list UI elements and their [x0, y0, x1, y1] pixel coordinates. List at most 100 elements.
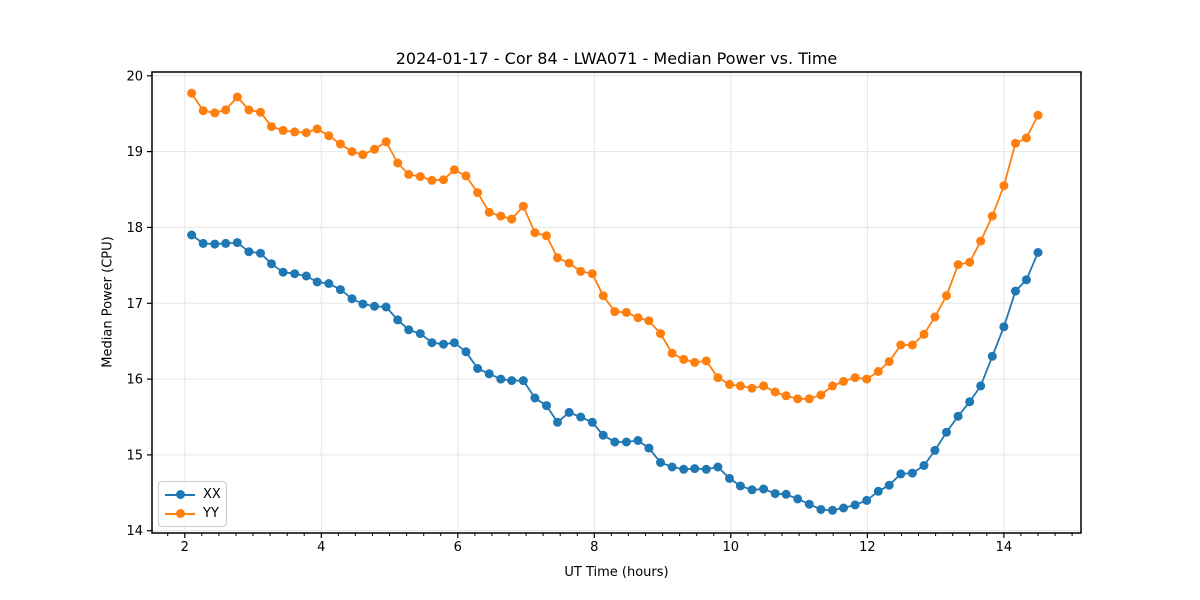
- data-point-yy: [427, 175, 437, 185]
- data-point-yy: [896, 340, 906, 350]
- data-point-xx: [587, 417, 597, 427]
- data-point-yy: [976, 236, 986, 246]
- data-point-yy: [507, 214, 517, 224]
- data-point-xx: [393, 315, 403, 325]
- data-point-yy: [793, 394, 803, 404]
- data-point-yy: [965, 257, 975, 267]
- data-point-xx: [690, 464, 700, 474]
- data-point-xx: [965, 397, 975, 407]
- data-point-xx: [198, 238, 208, 248]
- data-point-xx: [256, 248, 265, 258]
- data-point-xx: [828, 505, 837, 515]
- data-point-xx: [358, 299, 368, 309]
- data-point-yy: [644, 316, 654, 326]
- data-point-xx: [301, 271, 311, 281]
- data-point-yy: [690, 357, 700, 367]
- data-point-yy: [850, 373, 860, 383]
- y-tick-label: 18: [126, 221, 143, 236]
- data-point-xx: [187, 230, 197, 240]
- data-point-yy: [358, 150, 368, 160]
- data-point-xx: [987, 351, 997, 361]
- data-point-xx: [759, 484, 769, 494]
- legend-label-xx: XX: [203, 487, 221, 502]
- data-point-xx: [518, 376, 528, 386]
- data-point-xx: [942, 427, 951, 437]
- data-point-xx: [781, 489, 791, 499]
- data-point-yy: [610, 307, 620, 317]
- data-point-yy: [656, 329, 665, 339]
- data-point-yy: [598, 291, 608, 301]
- data-point-xx: [919, 461, 929, 470]
- legend-label-yy: YY: [203, 506, 219, 521]
- data-point-yy: [473, 188, 483, 198]
- data-point-xx: [1021, 275, 1031, 285]
- data-point-yy: [312, 124, 322, 134]
- data-point-yy: [999, 181, 1009, 191]
- data-point-xx: [610, 437, 620, 447]
- x-tick-label: 2: [181, 540, 189, 555]
- data-point-xx: [449, 338, 459, 348]
- data-point-yy: [415, 172, 425, 182]
- data-point-yy: [461, 171, 471, 181]
- y-tick-label: 17: [126, 297, 143, 312]
- data-point-yy: [781, 391, 791, 401]
- data-point-xx: [473, 364, 483, 373]
- data-point-yy: [735, 381, 745, 391]
- legend-line-marker-icon: [165, 490, 195, 500]
- data-point-yy: [393, 158, 403, 168]
- data-point-yy: [747, 383, 757, 393]
- data-point-yy: [862, 374, 872, 384]
- data-point-xx: [267, 259, 276, 269]
- x-tick-label: 10: [723, 540, 740, 555]
- data-point-xx: [232, 238, 242, 248]
- data-point-yy: [839, 376, 848, 386]
- data-point-yy: [335, 139, 345, 149]
- data-point-xx: [576, 412, 586, 422]
- data-point-yy: [725, 379, 734, 389]
- data-point-xx: [793, 494, 803, 504]
- data-point-yy: [324, 131, 334, 141]
- data-point-yy: [496, 211, 506, 221]
- y-tick-label: 15: [126, 448, 143, 463]
- data-point-yy: [301, 128, 311, 138]
- data-point-xx: [370, 301, 379, 311]
- x-tick-label: 4: [317, 540, 325, 555]
- data-point-xx: [930, 445, 940, 455]
- data-point-xx: [896, 469, 906, 479]
- data-point-xx: [507, 376, 517, 386]
- axes-border: [151, 71, 1082, 534]
- legend-item-yy: YY: [165, 507, 220, 520]
- data-point-yy: [518, 201, 528, 211]
- data-point-yy: [278, 125, 288, 135]
- data-point-xx: [850, 500, 860, 510]
- data-point-yy: [347, 147, 357, 157]
- data-point-xx: [701, 464, 711, 474]
- legend-item-xx: XX: [165, 487, 221, 502]
- data-point-yy: [370, 144, 379, 154]
- data-point-yy: [759, 381, 769, 391]
- data-point-yy: [256, 107, 265, 117]
- y-tick-label: 20: [126, 69, 143, 84]
- data-point-xx: [873, 486, 883, 496]
- data-point-yy: [484, 207, 494, 217]
- data-point-yy: [210, 108, 220, 118]
- data-point-yy: [907, 340, 917, 350]
- data-point-xx: [347, 294, 357, 304]
- data-point-xx: [1011, 286, 1020, 296]
- data-point-yy: [449, 165, 459, 175]
- data-point-yy: [576, 266, 586, 276]
- data-point-yy: [633, 313, 643, 323]
- data-point-yy: [244, 105, 254, 115]
- data-point-xx: [415, 329, 425, 339]
- data-point-xx: [770, 489, 780, 499]
- data-point-xx: [461, 347, 471, 357]
- data-point-xx: [621, 437, 631, 447]
- data-point-yy: [873, 367, 883, 376]
- data-point-xx: [735, 481, 745, 491]
- legend: XX YY: [158, 481, 227, 527]
- data-point-yy: [1033, 110, 1043, 120]
- data-point-yy: [804, 394, 814, 404]
- data-point-xx: [999, 322, 1009, 332]
